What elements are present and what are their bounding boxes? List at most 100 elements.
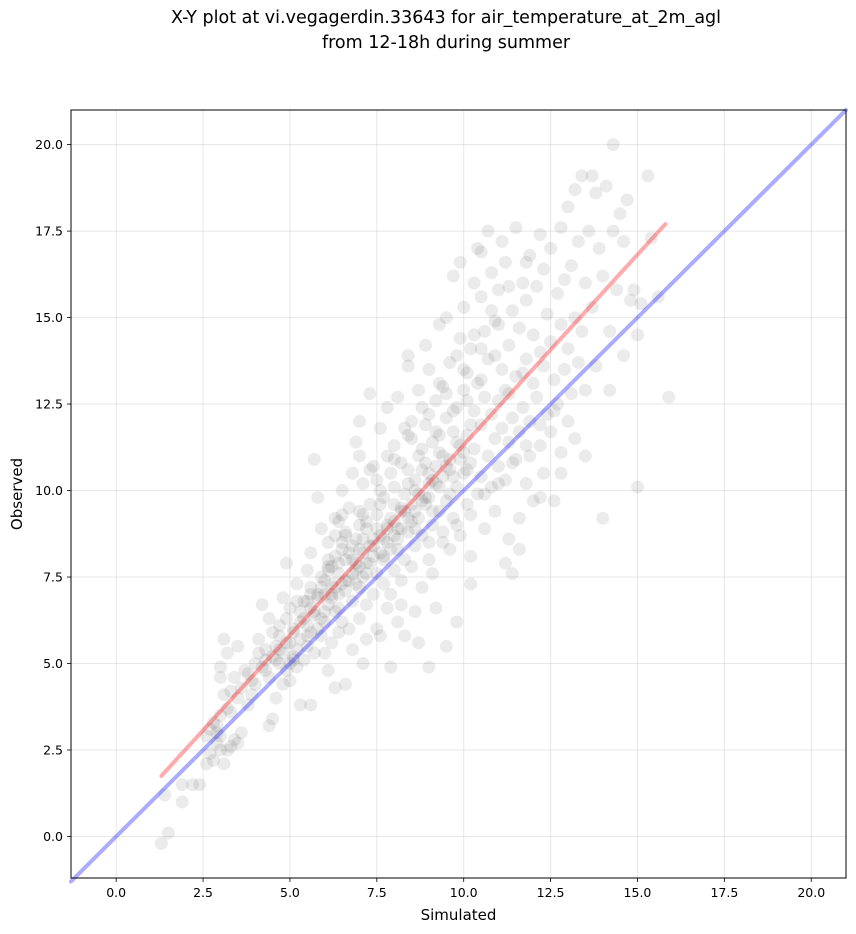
data-point bbox=[217, 632, 231, 646]
data-point bbox=[418, 490, 432, 504]
data-point bbox=[335, 542, 349, 556]
data-point bbox=[398, 553, 412, 567]
x-tick-label: 2.5 bbox=[193, 885, 213, 900]
data-point bbox=[425, 435, 439, 449]
data-point bbox=[356, 570, 370, 584]
data-point bbox=[505, 456, 519, 470]
data-point bbox=[241, 667, 255, 681]
data-point bbox=[276, 677, 290, 691]
data-point bbox=[373, 497, 387, 511]
data-point bbox=[213, 729, 227, 743]
data-point bbox=[318, 573, 332, 587]
data-point bbox=[412, 383, 426, 397]
data-point bbox=[339, 677, 353, 691]
data-point bbox=[335, 484, 349, 498]
data-point bbox=[321, 563, 335, 577]
data-point bbox=[516, 366, 530, 380]
data-point bbox=[464, 508, 478, 522]
data-point bbox=[630, 328, 644, 342]
y-tick-label: 20.0 bbox=[35, 137, 63, 152]
plot-frame bbox=[70, 109, 847, 879]
data-point bbox=[266, 625, 280, 639]
data-point bbox=[474, 470, 488, 484]
data-point bbox=[418, 338, 432, 352]
data-point bbox=[300, 594, 314, 608]
data-point bbox=[634, 297, 648, 311]
y-tick-label: 12.5 bbox=[35, 397, 63, 412]
data-point bbox=[300, 629, 314, 643]
chart-title-line-1: X-Y plot at vi.vegagerdin.33643 for air_… bbox=[171, 8, 721, 28]
data-point bbox=[314, 522, 328, 536]
data-point bbox=[311, 622, 325, 636]
data-point bbox=[418, 497, 432, 511]
data-point bbox=[373, 484, 387, 498]
data-point bbox=[620, 193, 634, 207]
data-point bbox=[346, 643, 360, 657]
data-point bbox=[446, 511, 460, 525]
data-point bbox=[352, 518, 366, 532]
data-point bbox=[387, 563, 401, 577]
data-point bbox=[485, 407, 499, 421]
data-point bbox=[300, 563, 314, 577]
data-point bbox=[408, 484, 422, 498]
data-point bbox=[589, 186, 603, 200]
data-point bbox=[304, 546, 318, 560]
data-point bbox=[318, 646, 332, 660]
data-point bbox=[200, 729, 214, 743]
data-point bbox=[269, 691, 283, 705]
data-point bbox=[519, 255, 533, 269]
data-point bbox=[252, 646, 266, 660]
data-point bbox=[279, 556, 293, 570]
data-point bbox=[363, 387, 377, 401]
data-point bbox=[266, 712, 280, 726]
data-point bbox=[464, 456, 478, 470]
data-point bbox=[439, 459, 453, 473]
data-point bbox=[380, 535, 394, 549]
data-point bbox=[617, 234, 631, 248]
data-point bbox=[332, 587, 346, 601]
data-point bbox=[245, 688, 259, 702]
data-point bbox=[401, 349, 415, 363]
data-point bbox=[412, 511, 426, 525]
data-point bbox=[352, 580, 366, 594]
data-point bbox=[206, 753, 220, 767]
data-point bbox=[439, 411, 453, 425]
data-point bbox=[592, 241, 606, 255]
data-point bbox=[561, 200, 575, 214]
data-point bbox=[464, 549, 478, 563]
data-point bbox=[342, 573, 356, 587]
data-point bbox=[460, 463, 474, 477]
data-point bbox=[321, 560, 335, 574]
data-point bbox=[450, 349, 464, 363]
regression-line bbox=[159, 222, 668, 778]
data-point bbox=[380, 401, 394, 415]
data-point bbox=[297, 612, 311, 626]
data-point bbox=[391, 532, 405, 546]
data-point bbox=[238, 663, 252, 677]
data-point bbox=[346, 594, 360, 608]
data-point bbox=[286, 622, 300, 636]
data-point bbox=[231, 639, 245, 653]
data-point bbox=[283, 636, 297, 650]
data-point bbox=[422, 660, 436, 674]
data-point bbox=[547, 404, 561, 418]
data-point bbox=[533, 345, 547, 359]
data-point bbox=[373, 421, 387, 435]
data-point bbox=[328, 605, 342, 619]
data-point bbox=[408, 605, 422, 619]
data-point bbox=[220, 646, 234, 660]
data-point bbox=[286, 653, 300, 667]
data-point bbox=[641, 169, 655, 183]
data-point bbox=[439, 639, 453, 653]
data-point bbox=[578, 449, 592, 463]
data-point bbox=[551, 286, 565, 300]
data-point bbox=[405, 560, 419, 574]
data-point bbox=[325, 591, 339, 605]
data-point bbox=[325, 636, 339, 650]
data-point bbox=[217, 688, 231, 702]
data-point bbox=[432, 428, 446, 442]
data-point bbox=[457, 300, 471, 314]
data-point bbox=[342, 501, 356, 515]
data-point bbox=[248, 657, 262, 671]
